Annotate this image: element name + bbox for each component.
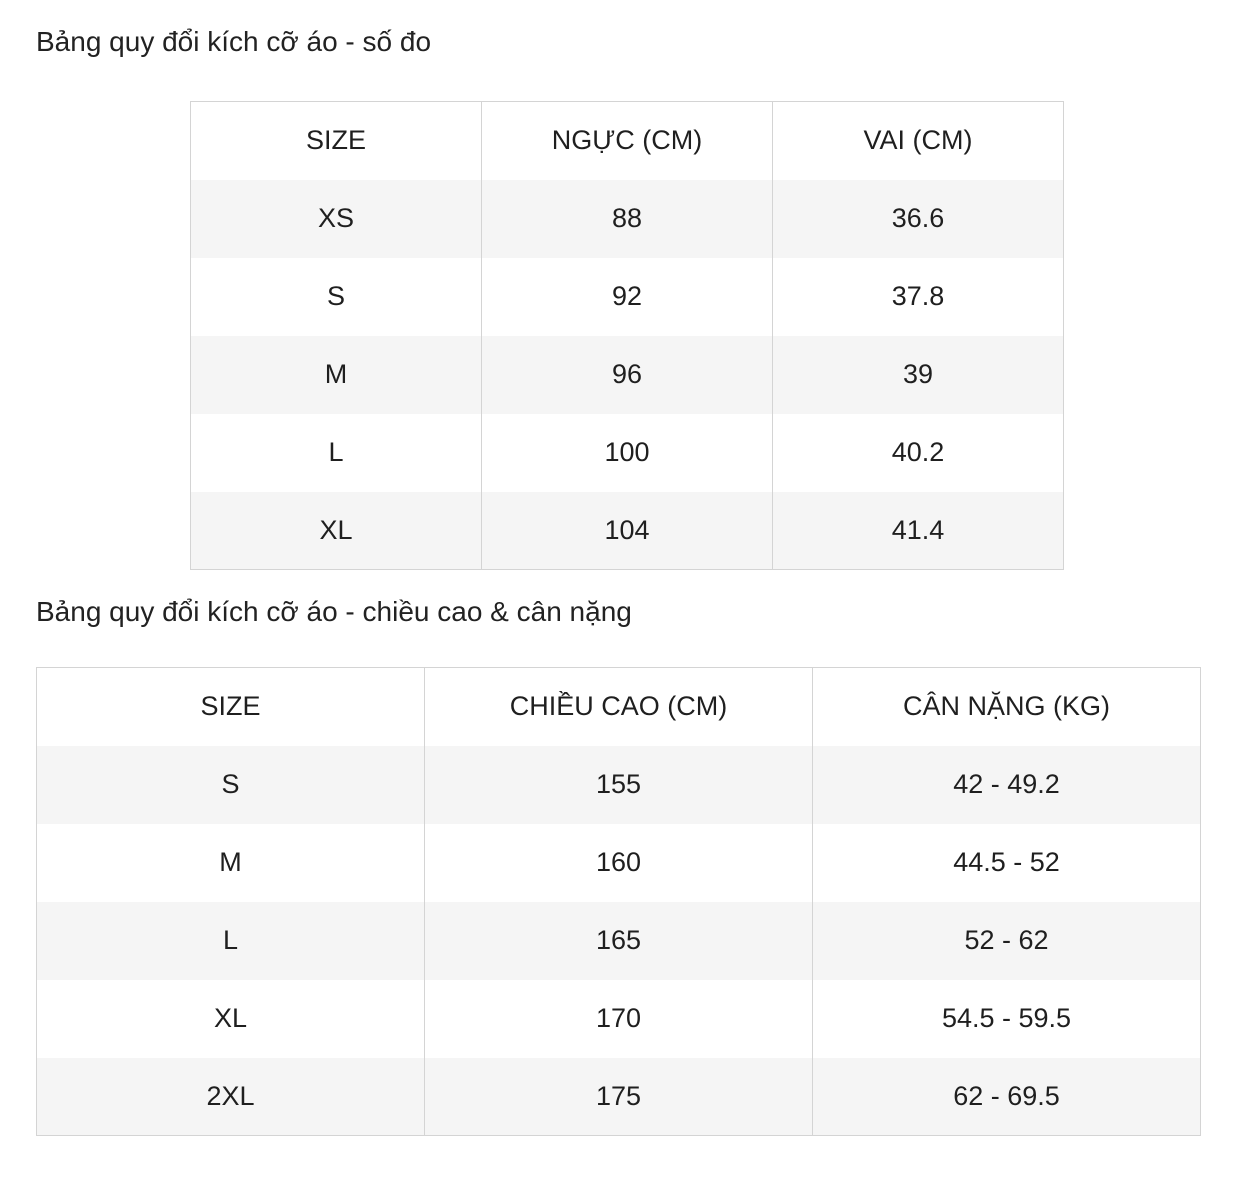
- cell-weight: 54.5 - 59.5: [812, 979, 1201, 1058]
- cell-size: S: [36, 745, 425, 824]
- cell-chest: 96: [481, 335, 773, 414]
- column-header-size: SIZE: [36, 667, 425, 746]
- cell-size: S: [190, 257, 482, 336]
- table-header-row: SIZE NGỰC (CM) VAI (CM): [190, 101, 1064, 180]
- measurement-size-table: SIZE NGỰC (CM) VAI (CM) XS 88 36.6 S 92 …: [190, 101, 1064, 570]
- cell-height: 175: [424, 1057, 813, 1136]
- table-row: M 160 44.5 - 52: [36, 823, 1201, 902]
- cell-size: L: [36, 901, 425, 980]
- table-row: XL 104 41.4: [190, 491, 1064, 570]
- cell-size: L: [190, 413, 482, 492]
- table-row: XL 170 54.5 - 59.5: [36, 979, 1201, 1058]
- height-weight-table-title: Bảng quy đổi kích cỡ áo - chiều cao & câ…: [36, 596, 632, 627]
- table-row: S 155 42 - 49.2: [36, 745, 1201, 824]
- column-header-chest: NGỰC (CM): [481, 101, 773, 180]
- table-row: L 100 40.2: [190, 413, 1064, 492]
- cell-chest: 100: [481, 413, 773, 492]
- table-row: M 96 39: [190, 335, 1064, 414]
- cell-size: M: [190, 335, 482, 414]
- cell-size: XL: [190, 491, 482, 570]
- table-row: 2XL 175 62 - 69.5: [36, 1057, 1201, 1136]
- cell-size: XL: [36, 979, 425, 1058]
- cell-weight: 52 - 62: [812, 901, 1201, 980]
- cell-weight: 44.5 - 52: [812, 823, 1201, 902]
- cell-size: M: [36, 823, 425, 902]
- cell-shoulder: 40.2: [772, 413, 1064, 492]
- cell-chest: 104: [481, 491, 773, 570]
- cell-chest: 88: [481, 179, 773, 258]
- table-row: S 92 37.8: [190, 257, 1064, 336]
- column-header-size: SIZE: [190, 101, 482, 180]
- table-row: XS 88 36.6: [190, 179, 1064, 258]
- measurement-table-title: Bảng quy đổi kích cỡ áo - số đo: [36, 26, 432, 57]
- cell-height: 155: [424, 745, 813, 824]
- column-header-shoulder: VAI (CM): [772, 101, 1064, 180]
- table-row: L 165 52 - 62: [36, 901, 1201, 980]
- cell-shoulder: 36.6: [772, 179, 1064, 258]
- column-header-weight: CÂN NẶNG (KG): [812, 667, 1201, 746]
- cell-height: 160: [424, 823, 813, 902]
- cell-size: XS: [190, 179, 482, 258]
- cell-chest: 92: [481, 257, 773, 336]
- cell-weight: 62 - 69.5: [812, 1057, 1201, 1136]
- cell-shoulder: 39: [772, 335, 1064, 414]
- column-header-height: CHIỀU CAO (CM): [424, 667, 813, 746]
- table-header-row: SIZE CHIỀU CAO (CM) CÂN NẶNG (KG): [36, 667, 1201, 746]
- height-weight-size-table: SIZE CHIỀU CAO (CM) CÂN NẶNG (KG) S 155 …: [36, 667, 1201, 1136]
- cell-weight: 42 - 49.2: [812, 745, 1201, 824]
- cell-height: 165: [424, 901, 813, 980]
- cell-shoulder: 41.4: [772, 491, 1064, 570]
- cell-shoulder: 37.8: [772, 257, 1064, 336]
- cell-height: 170: [424, 979, 813, 1058]
- cell-size: 2XL: [36, 1057, 425, 1136]
